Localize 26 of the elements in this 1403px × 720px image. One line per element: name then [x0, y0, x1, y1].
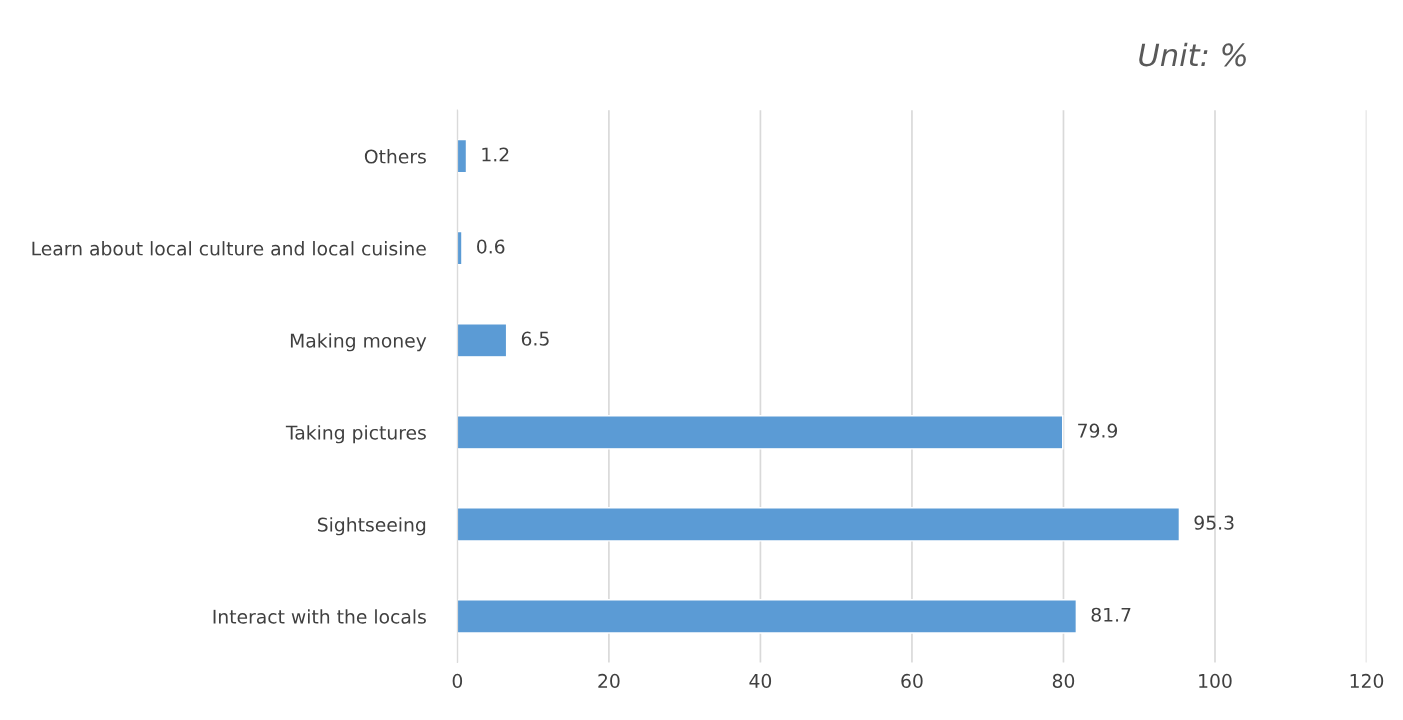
- x-tick-label: 20: [598, 673, 620, 689]
- y-tick-label: Others: [364, 149, 426, 164]
- data-label: 6.5: [521, 331, 549, 346]
- x-tick-label: 80: [1052, 673, 1075, 689]
- data-label: 79.9: [1078, 423, 1118, 438]
- data-label: 0.6: [477, 239, 505, 254]
- bar: [457, 230, 463, 266]
- data-label: 1.2: [482, 147, 509, 162]
- bar: [457, 415, 1064, 450]
- bar: [457, 138, 468, 174]
- text: Unit: %: [1139, 42, 1246, 67]
- y-tick-label: Taking pictures: [285, 425, 426, 444]
- bar: [457, 599, 1078, 634]
- y-tick-label: Learn about local culture and local cuisine: [32, 241, 426, 256]
- x-tick-label: 120: [1350, 673, 1384, 689]
- bar: [457, 322, 508, 358]
- y-tick-label: Interact with the locals: [213, 609, 426, 624]
- y-tick-label: Making money: [290, 333, 427, 352]
- y-tick-label: Sightseeing: [317, 517, 426, 536]
- x-tick-label: 60: [901, 673, 923, 689]
- x-tick-label: 100: [1199, 673, 1232, 689]
- x-tick-label: 40: [749, 673, 772, 689]
- x-tick-label: 0: [452, 673, 463, 689]
- data-label: 95.3: [1194, 515, 1234, 530]
- bar: [457, 507, 1181, 542]
- data-label: 81.7: [1091, 607, 1131, 622]
